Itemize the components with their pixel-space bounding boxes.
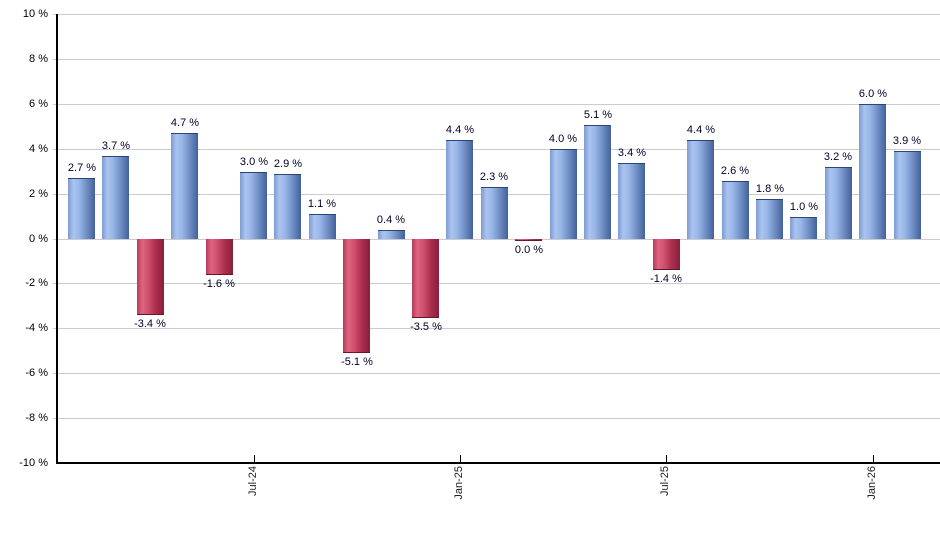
bar-value-label: 2.6 % <box>720 165 750 177</box>
bar <box>137 239 164 315</box>
bar <box>722 181 749 239</box>
bar-value-label: 3.2 % <box>823 151 853 163</box>
bar-value-label: 4.4 % <box>445 124 475 136</box>
bar-value-label: 6.0 % <box>858 88 888 100</box>
bar <box>274 174 301 239</box>
bar <box>825 167 852 239</box>
y-axis-tick-label: 2 % <box>29 188 48 200</box>
gridline <box>53 418 940 419</box>
bar <box>446 140 473 239</box>
y-axis-tick-label: 6 % <box>29 98 48 110</box>
bar <box>894 151 921 239</box>
bar <box>68 178 95 239</box>
bar-value-label: 3.0 % <box>239 156 269 168</box>
bar-value-label: -3.4 % <box>134 318 166 330</box>
bar <box>653 239 680 270</box>
bar <box>584 125 611 239</box>
bar-value-label: 2.3 % <box>479 171 509 183</box>
bar <box>343 239 370 353</box>
bar-value-label: 2.9 % <box>273 158 303 170</box>
gridline <box>53 59 940 60</box>
bar-value-label: 3.7 % <box>101 140 131 152</box>
x-axis-tick <box>254 455 255 462</box>
x-axis-tick <box>873 455 874 462</box>
y-axis-tick-label: -8 % <box>25 412 48 424</box>
bar-value-label: 3.9 % <box>892 135 922 147</box>
bar-value-label: 0.0 % <box>514 244 544 256</box>
bar-value-label: 4.0 % <box>548 133 578 145</box>
x-axis-tick-label: Jan-26 <box>866 466 878 500</box>
y-axis-line <box>56 14 58 464</box>
gridline <box>53 239 940 240</box>
bar <box>240 172 267 239</box>
bar <box>309 214 336 239</box>
x-axis-line <box>56 462 940 464</box>
y-axis-tick-label: -2 % <box>25 277 48 289</box>
bar-value-label: 2.7 % <box>67 162 97 174</box>
bar-value-label: 5.1 % <box>583 109 613 121</box>
bar <box>378 230 405 239</box>
gridline <box>53 283 940 284</box>
x-axis-tick-label: Jan-25 <box>453 466 465 500</box>
x-axis-tick <box>666 455 667 462</box>
gridline <box>53 328 940 329</box>
bar <box>515 239 542 241</box>
bar-value-label: 4.7 % <box>170 117 200 129</box>
bar-value-label: 1.1 % <box>307 198 337 210</box>
bar <box>412 239 439 318</box>
bar-value-label: 3.4 % <box>617 147 647 159</box>
bar <box>550 149 577 239</box>
gridline <box>53 104 940 105</box>
bar-value-label: 0.4 % <box>376 214 406 226</box>
y-axis-tick-label: 10 % <box>22 8 48 20</box>
bar-value-label: -5.1 % <box>341 356 373 368</box>
x-axis-tick <box>460 455 461 462</box>
bar-value-label: 1.8 % <box>755 183 785 195</box>
bar-value-label: -3.5 % <box>410 321 442 333</box>
y-axis-tick-label: -10 % <box>19 457 48 469</box>
bar-value-label: -1.4 % <box>650 273 682 285</box>
y-axis-tick-label: 4 % <box>29 143 48 155</box>
x-axis-tick-label: Jul-25 <box>659 466 671 496</box>
bar <box>687 140 714 239</box>
gridline <box>53 149 940 150</box>
bar-value-label: -1.6 % <box>203 278 235 290</box>
y-axis-tick-label: 0 % <box>29 233 48 245</box>
bar <box>756 199 783 239</box>
gridline <box>53 373 940 374</box>
bar <box>481 187 508 239</box>
bar-value-label: 1.0 % <box>789 201 819 213</box>
y-axis-tick-label: -4 % <box>25 322 48 334</box>
bar <box>790 217 817 239</box>
bar <box>171 133 198 239</box>
bar <box>102 156 129 239</box>
y-axis-tick-label: -6 % <box>25 367 48 379</box>
bar <box>618 163 645 239</box>
x-axis-tick-label: Jul-24 <box>247 466 259 496</box>
y-axis-tick-label: 8 % <box>29 53 48 65</box>
bar <box>206 239 233 275</box>
gridline <box>53 14 940 15</box>
bar <box>859 104 886 239</box>
bar-value-label: 4.4 % <box>686 124 716 136</box>
